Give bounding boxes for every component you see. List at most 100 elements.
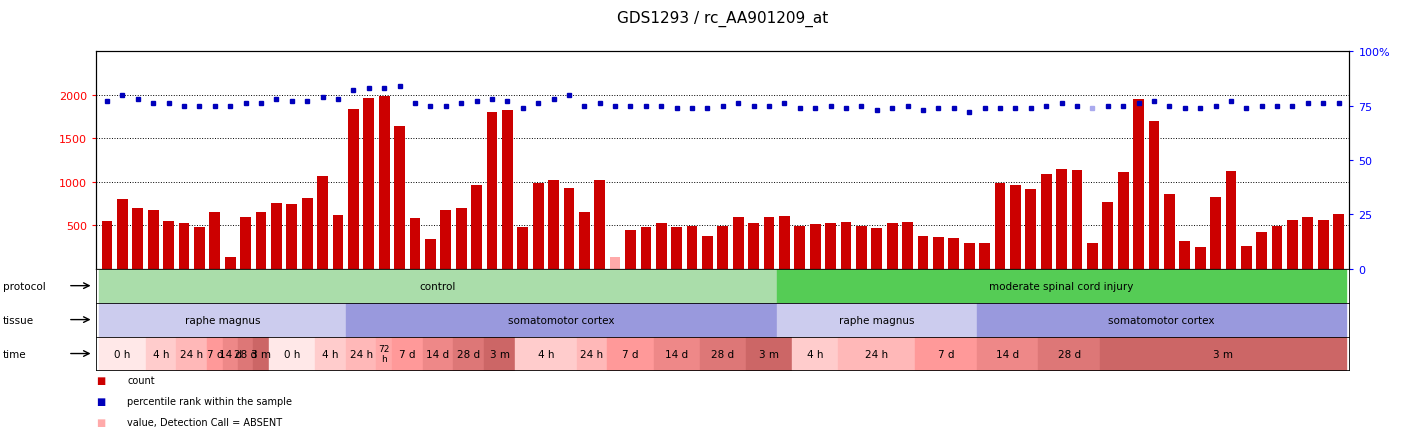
Text: 14 d: 14 d bbox=[995, 349, 1020, 358]
Text: 3 m: 3 m bbox=[490, 349, 510, 358]
Text: 4 h: 4 h bbox=[538, 349, 554, 358]
Bar bbox=[980, 243, 990, 269]
Bar bbox=[595, 181, 605, 269]
Bar bbox=[857, 227, 867, 269]
Bar bbox=[1041, 174, 1052, 269]
Text: 4 h: 4 h bbox=[153, 349, 169, 358]
Bar bbox=[487, 113, 497, 269]
Text: protocol: protocol bbox=[3, 281, 45, 291]
Bar bbox=[871, 228, 882, 269]
Bar bbox=[902, 222, 913, 269]
Text: moderate spinal cord injury: moderate spinal cord injury bbox=[990, 281, 1134, 291]
Bar bbox=[256, 213, 266, 269]
Text: 24 h: 24 h bbox=[180, 349, 204, 358]
Bar bbox=[286, 205, 297, 269]
Text: 14 d: 14 d bbox=[218, 349, 242, 358]
Text: 4 h: 4 h bbox=[807, 349, 824, 358]
Bar bbox=[687, 227, 698, 269]
Bar bbox=[1225, 172, 1236, 269]
Text: 7 d: 7 d bbox=[399, 349, 415, 358]
Bar bbox=[671, 227, 683, 269]
Bar bbox=[656, 224, 667, 269]
Bar bbox=[102, 221, 112, 269]
Bar bbox=[1148, 122, 1160, 269]
Bar bbox=[348, 109, 358, 269]
Text: 3 m: 3 m bbox=[1214, 349, 1233, 358]
Text: 24 h: 24 h bbox=[865, 349, 888, 358]
Bar bbox=[733, 217, 743, 269]
Bar bbox=[1272, 227, 1283, 269]
Bar bbox=[364, 99, 374, 269]
Text: 0 h: 0 h bbox=[115, 349, 130, 358]
Text: somatomotor cortex: somatomotor cortex bbox=[1109, 315, 1215, 325]
Bar bbox=[763, 217, 775, 269]
Bar bbox=[1025, 189, 1037, 269]
Bar bbox=[225, 258, 235, 269]
Bar bbox=[1103, 202, 1113, 269]
Bar bbox=[210, 213, 221, 269]
Text: 24 h: 24 h bbox=[350, 349, 372, 358]
Bar bbox=[425, 240, 436, 269]
Bar bbox=[302, 199, 313, 269]
Bar bbox=[640, 227, 651, 269]
Bar bbox=[1287, 220, 1298, 269]
Bar bbox=[1087, 244, 1097, 269]
Bar bbox=[1195, 247, 1205, 269]
Text: ■: ■ bbox=[96, 417, 106, 427]
Bar bbox=[794, 227, 806, 269]
Text: control: control bbox=[421, 281, 456, 291]
Text: percentile rank within the sample: percentile rank within the sample bbox=[127, 396, 293, 406]
Text: 0 h: 0 h bbox=[283, 349, 300, 358]
Text: 3 m: 3 m bbox=[251, 349, 270, 358]
Bar bbox=[1240, 247, 1252, 269]
Bar bbox=[1010, 186, 1021, 269]
Bar bbox=[564, 188, 575, 269]
Text: 72
h: 72 h bbox=[378, 344, 389, 363]
Text: ■: ■ bbox=[96, 375, 106, 385]
Bar bbox=[532, 184, 544, 269]
Bar bbox=[1133, 100, 1144, 269]
Bar bbox=[409, 219, 421, 269]
Bar bbox=[1056, 169, 1066, 269]
Text: 28 d: 28 d bbox=[711, 349, 735, 358]
Bar bbox=[933, 238, 944, 269]
Bar bbox=[1072, 171, 1082, 269]
Bar bbox=[118, 200, 127, 269]
Bar bbox=[826, 223, 835, 269]
Text: 14 d: 14 d bbox=[426, 349, 450, 358]
Bar bbox=[1256, 233, 1267, 269]
Bar bbox=[163, 221, 174, 269]
Bar bbox=[440, 210, 452, 269]
Bar bbox=[178, 224, 190, 269]
Text: raphe magnus: raphe magnus bbox=[184, 315, 261, 325]
Text: 28 d: 28 d bbox=[457, 349, 480, 358]
Bar bbox=[718, 227, 728, 269]
Text: 7 d: 7 d bbox=[622, 349, 639, 358]
Bar bbox=[1180, 241, 1189, 269]
Bar bbox=[1334, 214, 1344, 269]
Text: count: count bbox=[127, 375, 156, 385]
Bar bbox=[1117, 173, 1129, 269]
Bar bbox=[702, 236, 712, 269]
Bar bbox=[194, 227, 205, 269]
Text: 24 h: 24 h bbox=[581, 349, 603, 358]
Bar bbox=[501, 111, 513, 269]
Bar bbox=[472, 186, 481, 269]
Text: 3 m: 3 m bbox=[759, 349, 779, 358]
Bar bbox=[241, 218, 251, 269]
Bar bbox=[886, 224, 898, 269]
Text: GDS1293 / rc_AA901209_at: GDS1293 / rc_AA901209_at bbox=[617, 11, 828, 27]
Bar bbox=[748, 223, 759, 269]
Text: 7 d: 7 d bbox=[937, 349, 954, 358]
Bar bbox=[841, 222, 851, 269]
Bar bbox=[994, 183, 1005, 269]
Text: raphe magnus: raphe magnus bbox=[840, 315, 915, 325]
Bar bbox=[517, 227, 528, 269]
Text: tissue: tissue bbox=[3, 315, 34, 325]
Text: time: time bbox=[3, 349, 27, 358]
Bar bbox=[317, 177, 329, 269]
Bar bbox=[394, 127, 405, 269]
Text: ■: ■ bbox=[96, 396, 106, 406]
Bar bbox=[379, 97, 389, 269]
Text: somatomotor cortex: somatomotor cortex bbox=[508, 315, 615, 325]
